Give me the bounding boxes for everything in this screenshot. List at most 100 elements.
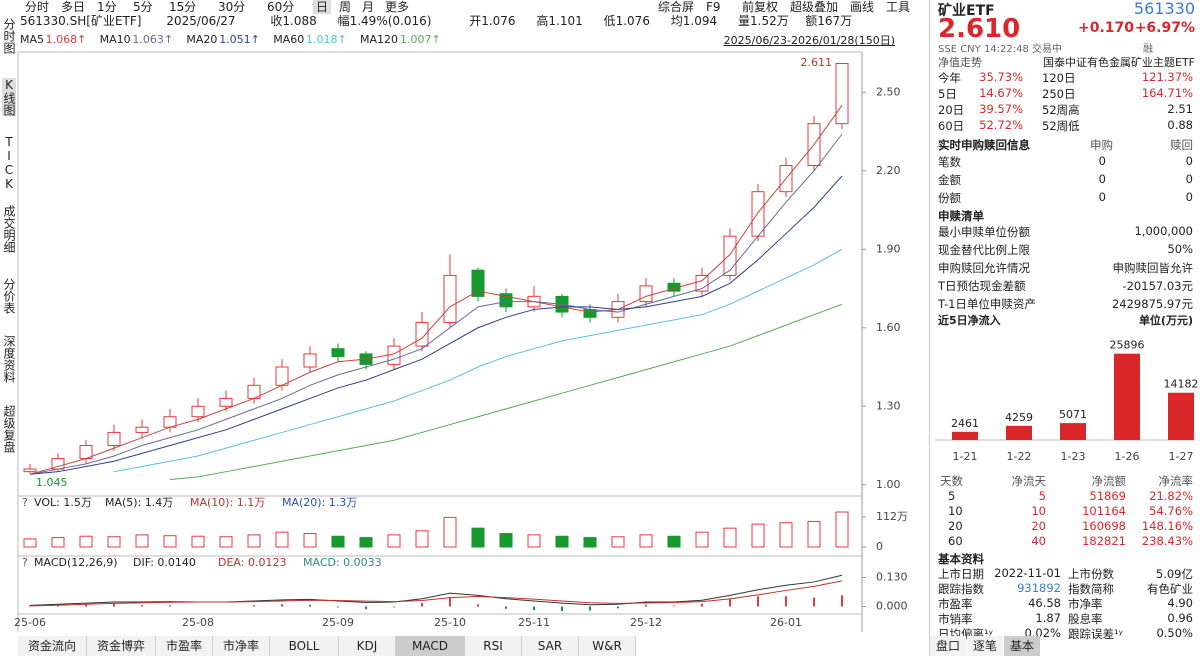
side-tab[interactable]: 深度资料	[2, 335, 16, 383]
tool-button[interactable]: 综合屏	[658, 0, 695, 14]
candle-body	[471, 269, 485, 297]
flow-bar	[1060, 423, 1086, 440]
candle-body	[191, 405, 205, 418]
cell: 182821	[1082, 534, 1126, 548]
cell: 164.71%	[1141, 86, 1193, 100]
panel-tab[interactable]: 基本	[1004, 636, 1040, 656]
candle-body	[695, 274, 709, 292]
indicator-tab[interactable]: W&R	[579, 636, 636, 656]
period-tab[interactable]: 30分	[218, 0, 246, 14]
period-tab[interactable]: 更多	[385, 0, 410, 14]
volume-bar	[247, 534, 261, 548]
volume-bar	[527, 534, 541, 548]
volume-bar	[415, 530, 429, 548]
chart: 1.00 1.30 1.60 1.90 2.20 2.50 25-06 25-08 25-09 2…	[14, 33, 908, 632]
volume-bar	[387, 534, 401, 548]
cell: 0	[1098, 190, 1106, 204]
tool-button[interactable]: 超级叠加	[790, 0, 839, 14]
indicator-tab[interactable]: SAR	[522, 636, 579, 656]
period-tab[interactable]: 日	[313, 0, 332, 14]
quote-field: 开1.076	[469, 14, 516, 28]
cell: 121.37%	[1141, 70, 1193, 84]
legend-item: MA(5): 1.4万	[105, 496, 173, 509]
volume-bar	[835, 511, 849, 548]
x-tick-label: 1-23	[1061, 450, 1086, 463]
cell: 申购赎回允许情况	[938, 261, 1030, 275]
period-tab[interactable]: 1分	[97, 0, 117, 14]
x-tick-label: 25-12	[630, 616, 662, 629]
indicator-tab[interactable]: 市净率	[213, 636, 270, 656]
flow-unit: 单位(万元)	[1138, 314, 1193, 327]
sub-header: 申购	[1090, 138, 1113, 152]
change-pct: +6.97%	[1134, 20, 1195, 36]
tool-button[interactable]: 画线	[850, 0, 875, 14]
side-tab[interactable]: TICK	[2, 135, 16, 191]
indicator-tab[interactable]: RSI	[465, 636, 522, 656]
period-tab[interactable]: 60分	[267, 0, 295, 14]
volume-bar	[471, 527, 485, 548]
x-tick-label: 25-08	[182, 616, 214, 629]
period-tab[interactable]: 分时	[25, 0, 50, 14]
tool-button[interactable]: 工具	[886, 0, 911, 14]
tool-button[interactable]: 前复权	[742, 0, 779, 14]
volume-bar	[807, 520, 821, 548]
legend-item: VOL: 1.5万	[34, 496, 92, 509]
indicator-tab[interactable]: BOLL	[270, 636, 339, 656]
period-tab[interactable]: 15分	[169, 0, 197, 14]
meta: SSE CNY 14:22:48 交易中	[938, 44, 1063, 55]
tool-button[interactable]: F9	[706, 0, 721, 14]
cell: 份额	[938, 191, 961, 205]
candle-body	[751, 191, 765, 237]
candle-body	[107, 431, 121, 447]
period-tab[interactable]: 月	[362, 0, 375, 14]
cell: 0	[1185, 172, 1193, 186]
panel-tab[interactable]: 逐笔	[967, 636, 1003, 656]
y-tick-label: 0.130	[876, 570, 908, 583]
side-tab[interactable]: 超级复盘	[2, 405, 16, 453]
flow-label: 4259	[1005, 411, 1033, 424]
help-icon: ?	[22, 556, 28, 569]
cell: 52.72%	[979, 118, 1023, 132]
indicator-tab[interactable]: 资金流向	[18, 636, 87, 656]
volume-bar	[107, 536, 121, 548]
period-tab[interactable]: 5分	[133, 0, 153, 14]
flow-bar	[1006, 425, 1032, 440]
cell: 60日	[938, 119, 965, 133]
volume-bar	[751, 523, 765, 548]
side-tab[interactable]: 分时图	[2, 18, 16, 54]
quote-field: 均1.094	[670, 14, 718, 28]
y-tick-label: 1.60	[876, 321, 901, 334]
side-tab[interactable]: 成交明细	[2, 205, 16, 253]
side-tab[interactable]: 分价表	[2, 278, 16, 314]
legend-value: 1.051↑	[219, 33, 260, 46]
y-tick-label: 0.000	[876, 600, 908, 613]
cell: 148.16%	[1141, 519, 1193, 533]
candle-body	[23, 468, 37, 473]
cell: 250日	[1042, 87, 1076, 101]
candle-body	[219, 397, 233, 407]
volume-bar	[275, 531, 289, 548]
period-tab[interactable]: 周	[339, 0, 352, 14]
cell: 1,000,000	[1134, 224, 1193, 238]
ma-line	[29, 105, 843, 475]
y-tick-label: 2.50	[876, 85, 901, 98]
volume-bar	[219, 536, 233, 548]
period-tab[interactable]: 多日	[61, 0, 86, 14]
sub-header: 赎回	[1170, 138, 1193, 152]
cell: 101164	[1082, 504, 1126, 518]
volume-bar	[779, 522, 793, 548]
panel-tab[interactable]: 盘口	[930, 636, 966, 656]
indicator-tab[interactable]: MACD	[396, 636, 465, 656]
extreme-label: 2.611	[801, 56, 833, 69]
side-tab[interactable]: K线图	[2, 78, 16, 116]
cell: 上市份数	[1068, 567, 1114, 581]
cell: 0.50%	[1156, 626, 1193, 640]
indicator-tab[interactable]: KDJ	[339, 636, 396, 656]
flow-header: 天数	[940, 474, 963, 488]
y-tick-label: 1.00	[876, 478, 901, 491]
cell: 1.87	[1035, 611, 1061, 625]
indicator-tab[interactable]: 资金博弈	[87, 636, 156, 656]
volume-bar	[443, 516, 457, 548]
cell: T-1日单位申赎资产	[938, 297, 1036, 311]
indicator-tab[interactable]: 市盈率	[156, 636, 213, 656]
